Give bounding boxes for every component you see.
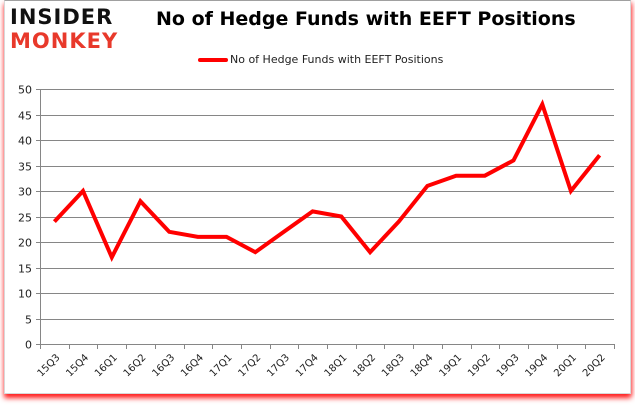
y-tick-label: 35 xyxy=(18,161,32,174)
chart-title: No of Hedge Funds with EEFT Positions xyxy=(156,8,576,30)
y-tick-label: 20 xyxy=(18,237,32,250)
chart-frame xyxy=(4,0,631,394)
logo-line-1: INSIDER xyxy=(10,5,114,29)
insider-monkey-logo: INSIDER MONKEY xyxy=(10,6,140,54)
logo-line-2: MONKEY xyxy=(10,29,119,53)
y-tick-label: 0 xyxy=(25,339,32,352)
x-tick-label: 16Q2 xyxy=(122,352,149,379)
y-tick-label: 15 xyxy=(18,263,32,276)
x-tick-label: 16Q1 xyxy=(93,352,120,379)
y-tick-label: 50 xyxy=(18,84,32,97)
x-tick-label: 18Q1 xyxy=(323,352,350,379)
x-tick-label: 15Q4 xyxy=(64,352,91,379)
series-line xyxy=(52,99,602,262)
legend-swatch-icon xyxy=(198,57,228,62)
x-tick-label: 20Q2 xyxy=(581,352,608,379)
x-tick-label: 20Q1 xyxy=(552,352,579,379)
x-tick-label: 19Q4 xyxy=(524,352,551,379)
x-tick-label: 17Q4 xyxy=(294,352,321,379)
y-tick-label: 25 xyxy=(18,212,32,225)
x-tick-label: 17Q2 xyxy=(237,352,264,379)
y-tick-label: 10 xyxy=(18,288,32,301)
y-tick-label: 30 xyxy=(18,186,32,199)
y-tick-label: 40 xyxy=(18,135,32,148)
x-tick-label: 18Q2 xyxy=(351,352,378,379)
x-tick-label: 19Q2 xyxy=(466,352,493,379)
x-tick-label: 19Q1 xyxy=(437,352,464,379)
x-tick-label: 18Q3 xyxy=(380,352,407,379)
chart-legend: No of Hedge Funds with EEFT Positions xyxy=(198,53,443,66)
x-tick-label: 16Q3 xyxy=(150,352,177,379)
x-tick-label: 16Q4 xyxy=(179,352,206,379)
y-tick-label: 5 xyxy=(25,314,32,327)
y-tick-label: 45 xyxy=(18,110,32,123)
x-tick-label: 17Q1 xyxy=(208,352,235,379)
x-tick-label: 17Q3 xyxy=(265,352,292,379)
x-tick-label: 19Q3 xyxy=(495,352,522,379)
x-tick-label: 18Q4 xyxy=(409,352,436,379)
legend-label: No of Hedge Funds with EEFT Positions xyxy=(230,53,444,66)
x-tick-label: 15Q3 xyxy=(36,352,63,379)
